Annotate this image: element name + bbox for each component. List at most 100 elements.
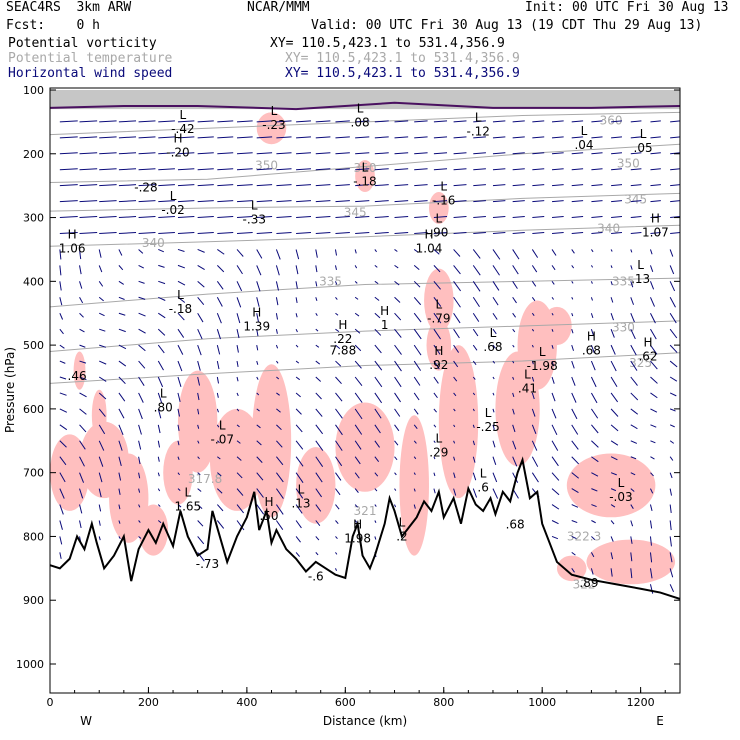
wind-vector <box>79 168 98 171</box>
wind-vector <box>59 424 68 431</box>
wind-vector <box>216 313 222 324</box>
wind-vector <box>551 232 564 234</box>
wind-vector <box>59 249 62 260</box>
wind-vector <box>256 472 264 481</box>
wind-vector <box>118 536 121 539</box>
wind-vector <box>138 328 146 334</box>
wind-vector <box>669 265 675 275</box>
pv-low-marker: L <box>490 326 497 340</box>
wind-vector <box>551 249 557 256</box>
wind-vector <box>295 392 301 398</box>
wind-vector <box>354 265 358 269</box>
wind-vector <box>177 392 181 403</box>
wind-vector <box>177 472 180 476</box>
y-tick-label: 200 <box>23 148 44 161</box>
wind-vector <box>276 120 292 123</box>
wind-vector <box>275 297 279 306</box>
wind-vector <box>591 520 596 524</box>
wind-vector <box>79 184 98 187</box>
wind-vector <box>472 344 478 351</box>
wind-vector <box>571 136 584 139</box>
wind-vector <box>433 312 442 324</box>
wind-vector <box>335 328 340 333</box>
wind-vector <box>531 249 539 258</box>
wind-vector <box>335 568 337 571</box>
wind-vector <box>394 296 401 303</box>
wind-vector <box>354 408 363 420</box>
pv-value-label: -.20 <box>166 146 189 160</box>
wind-vector <box>591 200 603 203</box>
wind-vector <box>374 376 383 388</box>
pv-shade-region <box>177 370 218 473</box>
wind-vector <box>295 344 299 348</box>
pv-shade-region <box>355 160 375 193</box>
wind-vector <box>157 328 166 336</box>
wind-vector <box>79 360 87 364</box>
wind-vector <box>197 312 204 323</box>
pv-shade-region <box>335 402 395 492</box>
wind-vector <box>59 456 67 466</box>
wind-vector <box>630 392 639 401</box>
wind-vector <box>236 265 243 275</box>
wind-vector <box>630 328 636 340</box>
wind-vector <box>256 345 259 351</box>
wind-vector <box>571 281 574 284</box>
x-tick-label: 0 <box>47 696 54 709</box>
wind-vector <box>59 152 78 155</box>
wind-vector <box>197 344 202 356</box>
theta-label: 350 <box>255 158 278 172</box>
wind-vector <box>571 551 576 556</box>
wind-vector <box>512 408 515 415</box>
wind-vector <box>453 296 461 308</box>
wind-vector <box>630 360 638 371</box>
pv-high-marker: H <box>252 306 261 320</box>
wind-vector <box>354 520 358 523</box>
wind-vector <box>413 376 421 386</box>
wind-vector <box>276 360 279 364</box>
wind-vector <box>197 120 214 123</box>
wind-vector <box>276 232 292 234</box>
wind-vector <box>630 265 633 270</box>
wind-vector <box>669 552 673 563</box>
wind-vector <box>118 360 127 367</box>
wind-vector <box>473 200 486 203</box>
field-name-pv: Potential vorticity <box>8 36 157 51</box>
wind-vector <box>453 152 467 155</box>
pv-shade-region <box>138 504 169 556</box>
wind-vector <box>590 344 595 354</box>
pv-value-label: .68 <box>506 517 525 531</box>
pv-low-marker: L <box>475 111 482 125</box>
y-tick-label: 700 <box>23 467 44 480</box>
wind-vector <box>590 297 593 301</box>
wind-vector <box>531 440 538 451</box>
wind-vector <box>276 184 292 187</box>
wind-vector <box>512 184 525 187</box>
wind-vector <box>492 249 501 260</box>
pv-value-label: .29 <box>429 445 448 459</box>
wind-vector <box>650 472 654 477</box>
org-title: NCAR/MMM <box>247 0 310 15</box>
wind-vector <box>630 281 634 288</box>
wind-vector <box>571 472 580 479</box>
wind-vector <box>492 232 506 234</box>
wind-vector <box>158 168 175 171</box>
wind-vector <box>59 184 78 187</box>
pv-value-label: 7.88 <box>329 343 356 357</box>
wind-vector <box>531 456 539 467</box>
wind-vector <box>374 536 377 540</box>
wind-vector <box>98 440 105 451</box>
wind-vector <box>256 424 261 429</box>
wind-vector <box>197 424 200 429</box>
wind-vector <box>649 568 653 579</box>
wind-vector <box>531 424 537 435</box>
wind-vector <box>551 328 554 332</box>
wind-vector <box>650 120 661 123</box>
wind-vector <box>256 136 273 139</box>
wind-vector <box>256 408 260 412</box>
wind-vector <box>610 456 618 461</box>
wind-vector <box>59 552 62 559</box>
wind-vector <box>98 408 106 417</box>
wind-vector <box>158 248 165 253</box>
pv-value-label: .41 <box>518 382 537 396</box>
wind-vector <box>433 168 448 171</box>
